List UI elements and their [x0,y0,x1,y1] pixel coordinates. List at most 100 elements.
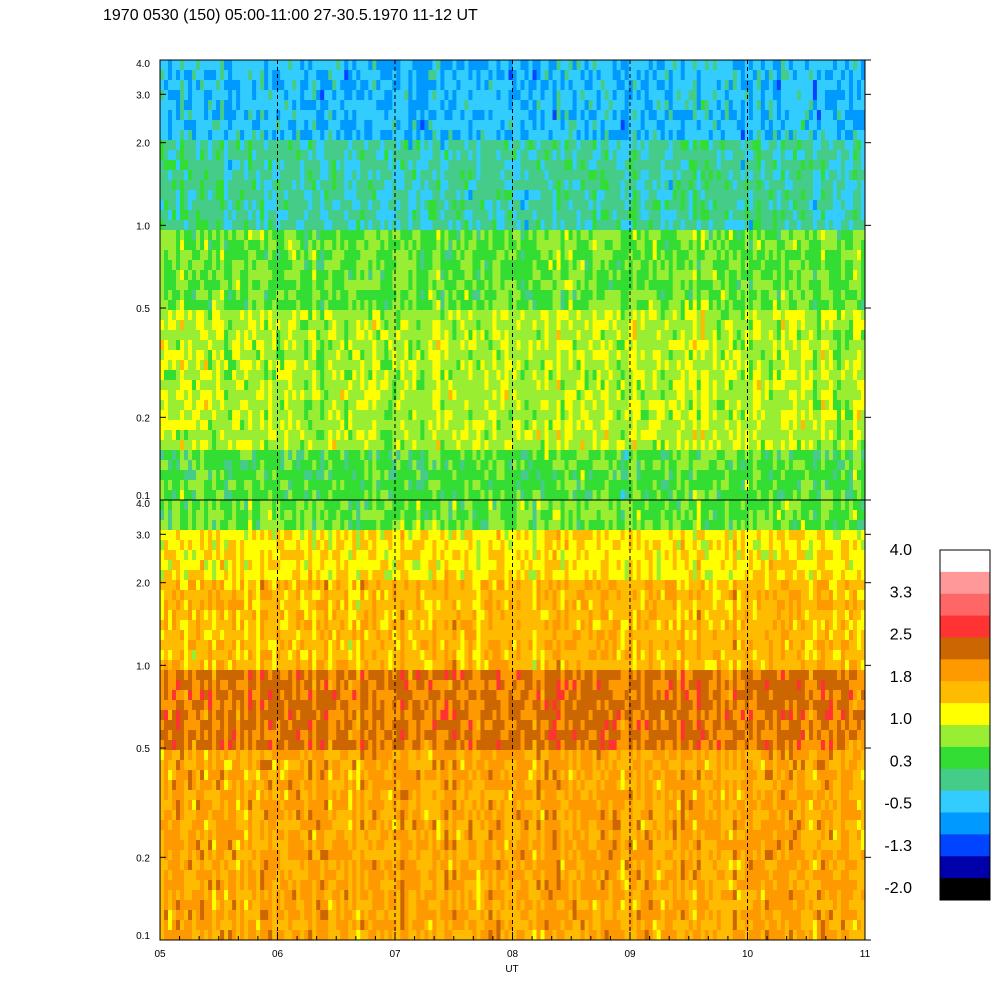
heatmap-cell [440,490,446,500]
heatmap-cell [400,480,405,491]
heatmap-cell [544,130,550,141]
heatmap-cell [460,190,466,201]
heatmap-cell [252,160,257,171]
heatmap-cell [572,380,578,391]
heatmap-cell [456,290,462,301]
heatmap-cell [304,300,309,311]
heatmap-cell [216,160,221,171]
heatmap-cell [360,410,365,421]
heatmap-cell [280,180,285,191]
heatmap-cell [548,290,554,301]
heatmap-cell [352,90,357,101]
heatmap-cell [312,300,317,311]
heatmap-cell [356,420,361,431]
heatmap-cell [296,280,301,291]
heatmap-cell [208,260,213,271]
heatmap-cell [440,360,446,371]
heatmap-cell [560,70,566,81]
heatmap-cell [552,110,558,121]
heatmap-cell [348,270,353,281]
heatmap-cell [176,310,181,321]
heatmap-cell [228,300,233,311]
heatmap-cell [520,190,526,201]
heatmap-cell [348,350,353,361]
heatmap-cell [352,200,357,211]
heatmap-cell [492,240,498,251]
heatmap-cell [556,450,562,461]
heatmap-cell [160,490,165,500]
heatmap-cell [564,480,570,491]
heatmap-cell [548,280,554,291]
heatmap-cell [456,300,462,311]
heatmap-cell [536,440,542,451]
heatmap-cell [288,370,293,381]
heatmap-cell [592,460,598,471]
heatmap-cell [400,330,405,341]
heatmap-cell [468,440,474,451]
heatmap-cell [260,220,265,231]
heatmap-cell [524,400,530,411]
heatmap-cell [512,150,518,161]
heatmap-cell [432,350,437,361]
heatmap-cell [280,140,285,151]
heatmap-cell [188,170,193,181]
heatmap-cell [216,120,221,131]
heatmap-cell [364,440,369,451]
heatmap-cell [252,310,257,321]
heatmap-cell [488,400,494,411]
heatmap-cell [188,370,193,381]
heatmap-cell [384,430,389,441]
heatmap-cell [596,370,602,381]
heatmap-cell [352,440,357,451]
heatmap-cell [432,340,437,351]
heatmap-cell [584,330,590,341]
heatmap-cell [400,260,405,271]
heatmap-cell [432,410,437,421]
heatmap-cell [440,100,446,111]
heatmap-cell [588,400,594,411]
heatmap-cell [204,380,209,391]
heatmap-cell [224,440,229,451]
heatmap-cell [368,440,373,451]
heatmap-cell [612,220,618,231]
heatmap-cell [208,440,213,451]
heatmap-cell [388,310,393,321]
heatmap-cell [436,290,441,301]
heatmap-cell [516,250,522,261]
heatmap-cell [476,130,482,141]
heatmap-cell [368,200,373,211]
heatmap-cell [512,100,518,111]
heatmap-cell [432,110,437,121]
heatmap-cell [596,290,602,301]
heatmap-cell [308,360,313,371]
heatmap-cell [192,430,197,441]
heatmap-cell [444,170,450,181]
heatmap-cell [220,160,225,171]
heatmap-cell [260,430,265,441]
heatmap-cell [352,290,357,301]
heatmap-cell [588,440,594,451]
heatmap-cell [444,290,450,301]
heatmap-cell [320,180,325,191]
heatmap-cell [252,200,257,211]
heatmap-cell [436,390,441,401]
heatmap-cell [404,320,409,331]
heatmap-cell [232,490,237,500]
heatmap-cell [424,270,429,281]
heatmap-cell [568,450,574,461]
heatmap-cell [212,220,217,231]
heatmap-cell [600,120,606,131]
heatmap-cell [364,360,369,371]
heatmap-cell [516,120,522,131]
heatmap-cell [368,390,373,401]
heatmap-cell [172,160,177,171]
heatmap-cell [160,70,165,81]
heatmap-cell [528,410,534,421]
heatmap-cell [196,330,201,341]
heatmap-cell [564,360,570,371]
heatmap-cell [528,310,534,321]
heatmap-cell [536,180,542,191]
heatmap-cell [416,490,421,500]
heatmap-cell [240,320,245,331]
heatmap-cell [548,330,554,341]
